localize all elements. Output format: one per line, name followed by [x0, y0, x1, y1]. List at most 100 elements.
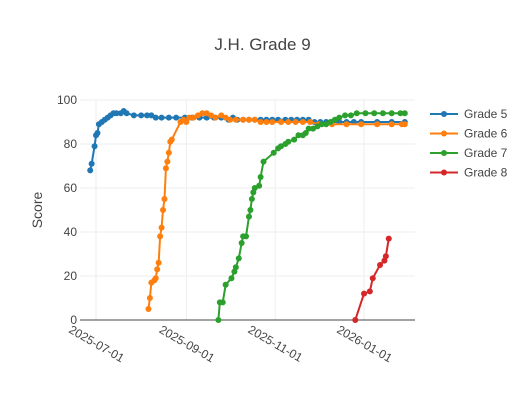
- data-point: [164, 158, 171, 165]
- data-point: [388, 110, 395, 117]
- legend-item: Grade 8: [430, 166, 508, 180]
- legend-item: Grade 7: [430, 146, 508, 160]
- data-point: [186, 114, 193, 121]
- data-point: [269, 119, 276, 125]
- x-tick-label: 2026-01-01: [335, 322, 395, 365]
- data-point: [263, 119, 270, 125]
- data-point: [248, 196, 255, 202]
- data-point: [130, 112, 137, 119]
- data-point: [235, 255, 242, 262]
- data-point: [168, 136, 175, 143]
- data-point: [222, 281, 229, 288]
- data-point: [183, 119, 190, 125]
- data-point: [291, 136, 298, 143]
- data-point: [238, 240, 245, 246]
- data-point: [155, 259, 162, 266]
- data-point: [256, 182, 263, 189]
- data-point: [382, 253, 389, 260]
- y-tick-label: 40: [64, 225, 78, 239]
- data-point: [302, 130, 309, 136]
- data-point: [353, 110, 360, 117]
- data-point: [257, 119, 264, 125]
- data-point: [285, 119, 292, 125]
- data-point: [371, 110, 378, 117]
- data-point: [146, 295, 153, 301]
- data-point: [94, 130, 101, 136]
- y-tick-label: 60: [64, 181, 78, 195]
- data-point: [295, 132, 302, 139]
- data-point: [388, 121, 395, 128]
- data-point: [352, 317, 359, 323]
- data-point: [377, 262, 384, 268]
- legend-item: Grade 6: [430, 127, 508, 141]
- series-line: [147, 112, 405, 310]
- data-point: [358, 121, 365, 128]
- data-point: [158, 114, 165, 121]
- data-point: [336, 114, 343, 121]
- legend-label: Grade 6: [464, 127, 508, 141]
- data-point: [123, 110, 130, 117]
- data-point: [285, 138, 292, 145]
- data-point: [243, 233, 250, 240]
- data-point: [347, 112, 354, 119]
- data-point: [232, 116, 239, 123]
- data-point: [374, 121, 381, 128]
- data-point: [161, 196, 168, 202]
- data-point: [361, 290, 368, 297]
- data-point: [219, 299, 226, 306]
- chart-title: J.H. Grade 9: [214, 35, 310, 54]
- data-point: [369, 275, 376, 282]
- data-point: [342, 112, 349, 119]
- data-point: [257, 174, 264, 180]
- data-point: [232, 264, 239, 271]
- data-point: [362, 110, 369, 117]
- x-tick-label: 2025-09-01: [157, 322, 217, 365]
- data-point: [247, 207, 254, 213]
- series-4: [352, 235, 392, 323]
- data-point: [245, 213, 252, 220]
- data-point: [162, 165, 169, 172]
- data-point: [227, 116, 234, 123]
- data-point: [144, 112, 150, 119]
- data-point: [318, 121, 325, 128]
- data-point: [145, 306, 152, 312]
- data-point: [173, 114, 180, 121]
- data-point: [199, 110, 206, 117]
- data-point: [152, 114, 159, 121]
- x-tick-label: 2025-11-01: [246, 322, 306, 365]
- y-tick-label: 20: [64, 269, 78, 283]
- data-point: [212, 114, 219, 121]
- y-tick-label: 80: [64, 137, 78, 151]
- series-3: [215, 110, 408, 323]
- series-lines: [87, 108, 408, 323]
- data-point: [87, 167, 94, 174]
- legend-label: Grade 7: [464, 146, 508, 160]
- data-point: [307, 119, 314, 125]
- legend: Grade 5 Grade 6 Grade 7 Grade 8: [430, 107, 508, 180]
- y-tick-label: 0: [70, 313, 77, 327]
- data-point: [158, 224, 165, 231]
- data-point: [88, 160, 95, 167]
- data-point: [154, 266, 161, 273]
- legend-swatch-marker: [441, 130, 447, 137]
- data-point: [152, 275, 159, 282]
- data-point: [91, 143, 98, 150]
- data-point: [165, 114, 172, 121]
- data-point: [160, 207, 167, 213]
- data-point: [401, 121, 408, 128]
- y-axis-title: Score: [29, 192, 45, 229]
- legend-swatch-marker: [441, 169, 447, 176]
- axes: 0 20 40 60 80 100 2025-07-01 2025-09-01 2025-11-…: [57, 93, 415, 365]
- legend-label: Grade 5: [464, 107, 508, 121]
- data-point: [245, 116, 252, 123]
- data-point: [113, 110, 120, 117]
- data-point: [270, 149, 277, 156]
- data-point: [251, 116, 258, 123]
- data-point: [299, 119, 306, 125]
- data-point: [379, 110, 386, 117]
- data-point: [215, 317, 222, 323]
- legend-label: Grade 8: [464, 166, 508, 180]
- data-point: [385, 235, 392, 242]
